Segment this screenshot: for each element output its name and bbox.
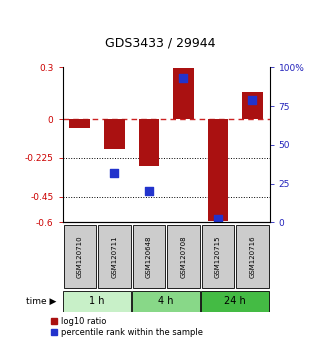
Bar <box>69 119 90 128</box>
Bar <box>64 224 96 289</box>
Bar <box>173 68 194 119</box>
Text: GSM120716: GSM120716 <box>249 235 256 278</box>
Bar <box>132 291 200 312</box>
Text: 4 h: 4 h <box>158 296 174 307</box>
Bar <box>242 92 263 119</box>
Text: GDS3433 / 29944: GDS3433 / 29944 <box>105 37 216 50</box>
Text: GSM120715: GSM120715 <box>215 235 221 278</box>
Text: time ▶: time ▶ <box>26 297 56 306</box>
Point <box>250 97 255 103</box>
Text: 1 h: 1 h <box>89 296 105 307</box>
Text: 24 h: 24 h <box>224 296 246 307</box>
Point <box>112 170 117 176</box>
Legend: log10 ratio, percentile rank within the sample: log10 ratio, percentile rank within the … <box>51 316 203 337</box>
Text: GSM120648: GSM120648 <box>146 235 152 278</box>
Bar <box>201 291 269 312</box>
Text: GSM120708: GSM120708 <box>180 235 187 278</box>
Bar <box>133 224 165 289</box>
Bar <box>236 224 269 289</box>
Bar <box>139 119 159 166</box>
Bar <box>167 224 200 289</box>
Bar <box>104 119 125 149</box>
Bar <box>98 224 131 289</box>
Point <box>181 75 186 81</box>
Text: GSM120710: GSM120710 <box>77 235 83 278</box>
Point <box>215 217 221 222</box>
Bar <box>63 291 131 312</box>
Text: GSM120711: GSM120711 <box>111 235 117 278</box>
Bar <box>208 119 228 221</box>
Point <box>146 189 152 194</box>
Bar <box>202 224 234 289</box>
